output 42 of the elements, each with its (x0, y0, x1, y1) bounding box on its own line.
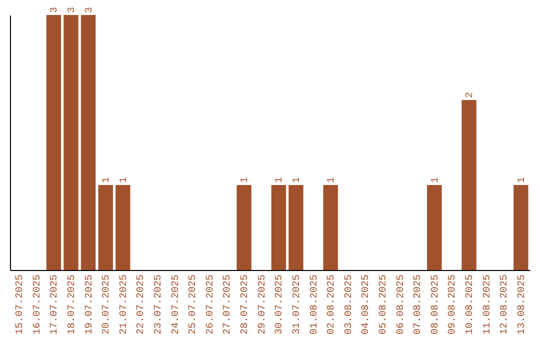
x-tick-label: 28.07.2025 (240, 274, 252, 335)
x-tick-label: 10.08.2025 (465, 274, 476, 335)
x-tick-label: 11.08.2025 (482, 274, 494, 335)
x-tick-label: 25.07.2025 (188, 274, 200, 335)
data-label: 3 (50, 6, 61, 13)
x-tick-label: 23.07.2025 (154, 274, 165, 335)
data-label: 1 (292, 176, 303, 183)
x-tick-label: 18.07.2025 (67, 274, 78, 335)
x-tick-label: 31.07.2025 (292, 274, 303, 335)
x-tick-label: 07.08.2025 (413, 274, 424, 335)
x-tick-label: 09.08.2025 (448, 274, 459, 335)
data-label: 1 (240, 176, 252, 183)
x-tick-label: 08.08.2025 (430, 274, 442, 335)
x-tick-label: 27.07.2025 (222, 274, 234, 335)
x-tick-label: 22.07.2025 (136, 274, 148, 335)
data-label: 1 (102, 176, 113, 183)
data-label: 3 (84, 6, 96, 13)
x-tick-label: 19.07.2025 (84, 274, 96, 335)
x-tick-label: 21.07.2025 (118, 274, 130, 335)
x-tick-label: 24.07.2025 (170, 274, 182, 335)
x-tick-label: 16.07.2025 (32, 274, 44, 335)
x-tick-label: 05.08.2025 (378, 274, 390, 335)
x-tick-label: 13.08.2025 (516, 274, 528, 335)
x-tick-label: 12.08.2025 (500, 274, 511, 335)
x-tick-label: 15.07.2025 (15, 274, 26, 335)
x-tick-label: 02.08.2025 (326, 274, 338, 335)
x-tick-label: 17.07.2025 (50, 274, 61, 335)
data-label: 1 (516, 176, 528, 183)
data-label: 1 (118, 176, 130, 183)
x-tick-label: 06.08.2025 (396, 274, 407, 335)
x-tick-label: 01.08.2025 (309, 274, 320, 335)
data-label: 2 (465, 92, 476, 98)
x-tick-label: 30.07.2025 (274, 274, 286, 335)
x-tick-label: 29.07.2025 (257, 274, 268, 335)
x-tick-label: 20.07.2025 (102, 274, 113, 335)
data-label: 1 (326, 176, 338, 183)
data-label: 3 (67, 6, 78, 13)
x-tick-label: 03.08.2025 (344, 274, 355, 335)
x-tick-label: 26.07.2025 (205, 274, 216, 335)
x-tick-label: 04.08.2025 (361, 274, 372, 335)
data-label: 1 (274, 176, 286, 183)
data-label: 1 (430, 176, 442, 183)
